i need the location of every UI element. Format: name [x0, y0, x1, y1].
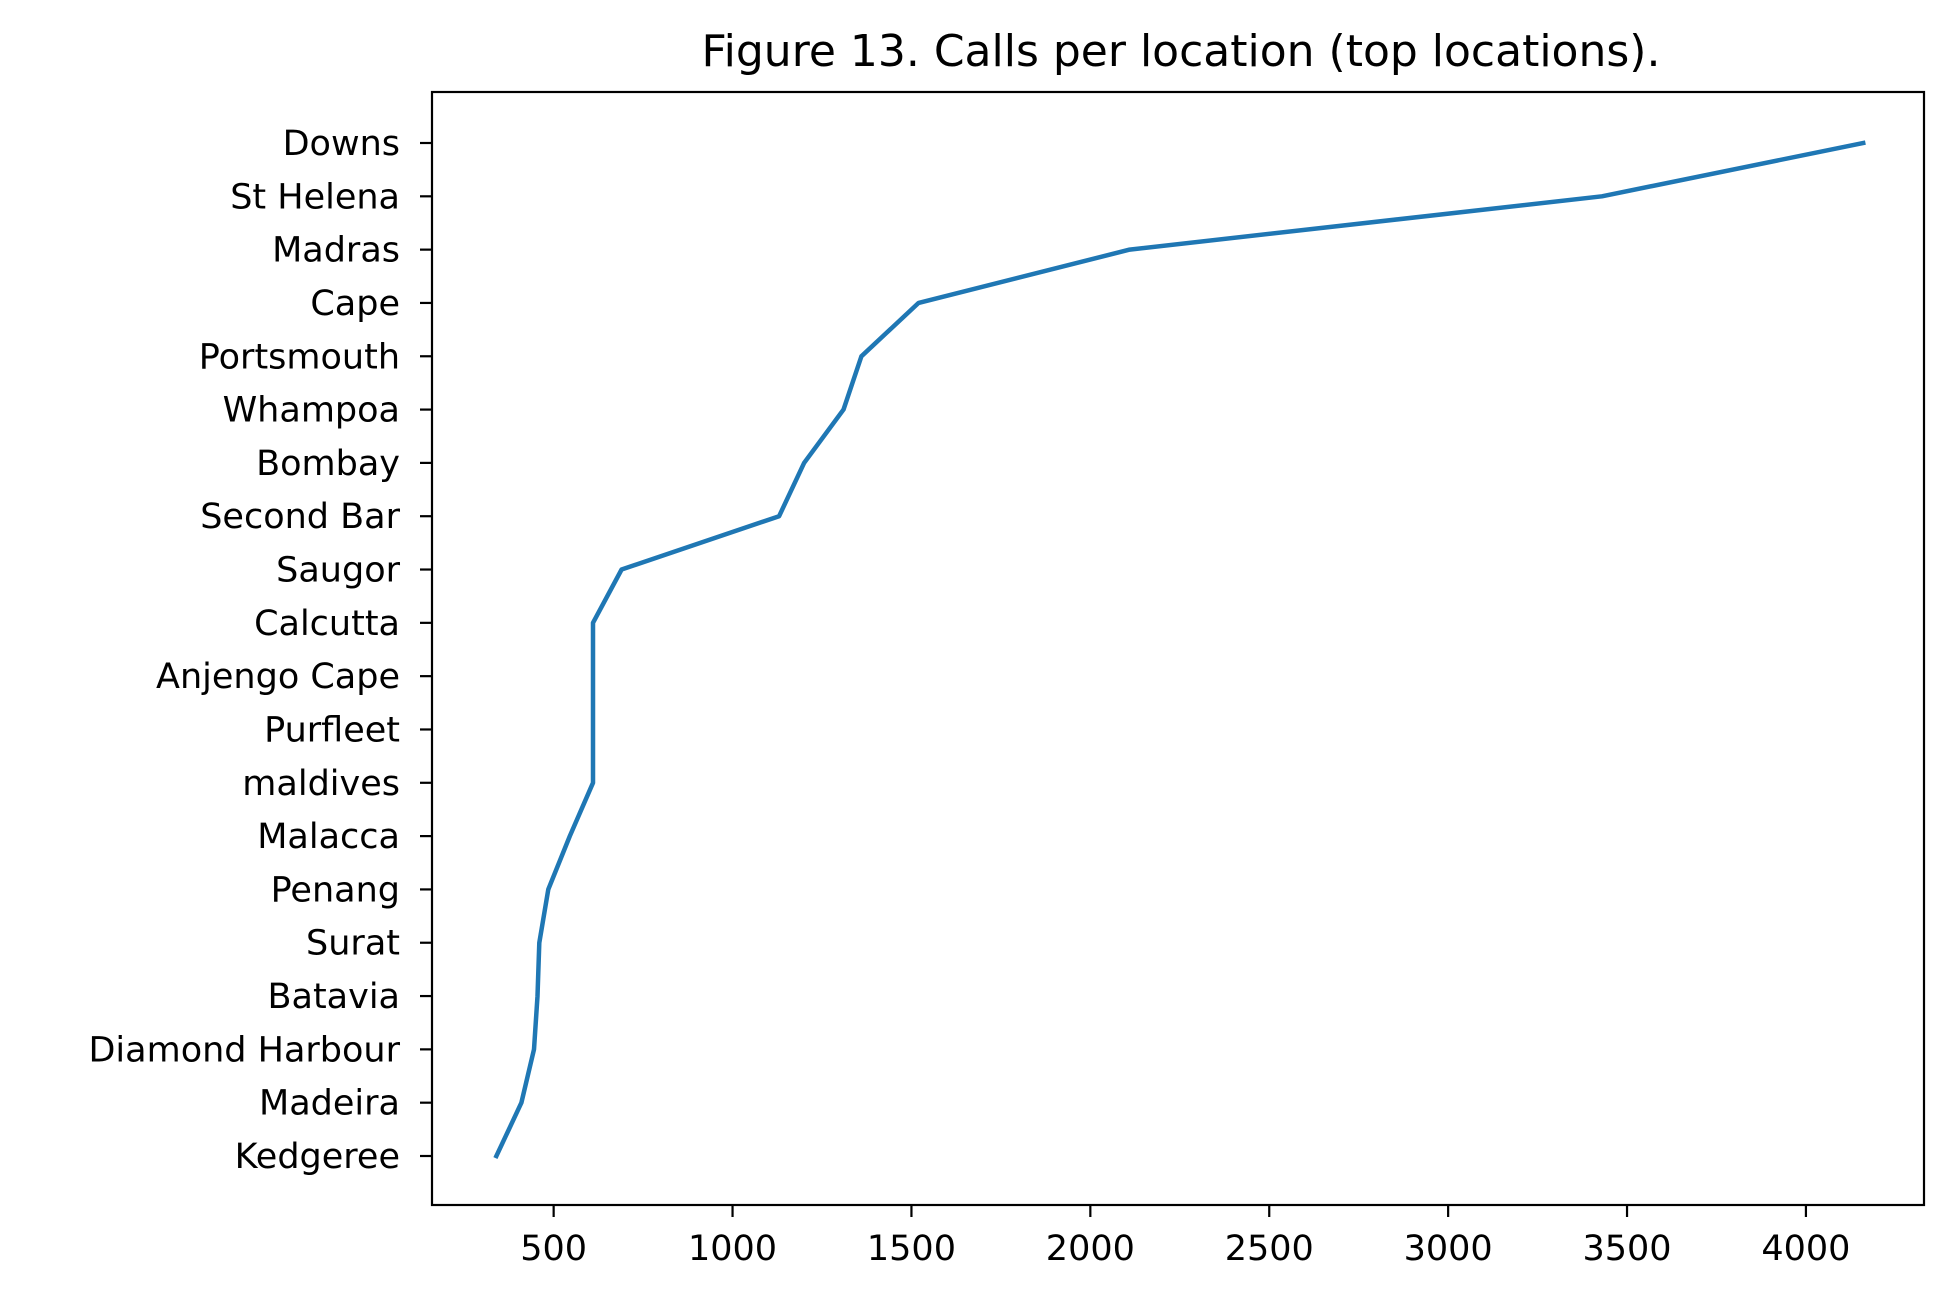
- y-tick-label: Saugor: [276, 551, 400, 591]
- y-tick-label: Madras: [272, 231, 400, 271]
- y-tick-label: Diamond Harbour: [88, 1030, 400, 1070]
- x-tick-label: 2500: [1225, 1229, 1314, 1269]
- y-tick-label: Bombay: [256, 444, 400, 484]
- y-tick-label: Cape: [310, 284, 400, 324]
- y-tick-label: maldives: [242, 764, 400, 804]
- y-axis: Kedgeree Madeira Diamond Harbour Batavia Sur…: [88, 124, 432, 1177]
- y-tick-label: Whampoa: [223, 391, 400, 431]
- x-tick-label: 1500: [867, 1229, 956, 1269]
- y-tick-label: Downs: [283, 124, 400, 164]
- x-tick-label: 4000: [1761, 1229, 1850, 1269]
- y-tick-label: Anjengo Cape: [156, 657, 400, 697]
- y-tick-label: Surat: [306, 924, 400, 964]
- chart-title: Figure 13. Calls per location (top locat…: [702, 26, 1661, 77]
- y-tick-label: Kedgeree: [235, 1137, 400, 1177]
- x-tick-label: 3500: [1582, 1229, 1671, 1269]
- y-tick-label: Purfleet: [264, 710, 400, 750]
- y-tick-label: Malacca: [257, 817, 400, 857]
- series-layer: [493, 140, 1866, 1159]
- y-tick-label: Penang: [271, 870, 400, 910]
- plot-area: [430, 90, 1926, 1207]
- series-line: [493, 140, 1866, 1159]
- x-tick-label: 2000: [1046, 1229, 1135, 1269]
- y-tick-label: Madeira: [259, 1084, 400, 1124]
- y-tick-label: Second Bar: [200, 497, 400, 537]
- x-axis: 500 1000 1500 2000 2500 3000 3500 4000: [520, 1205, 1850, 1269]
- x-tick-label: 1000: [688, 1229, 777, 1269]
- y-tick-label: Portsmouth: [199, 337, 400, 377]
- y-tick-label: Batavia: [267, 977, 400, 1017]
- y-tick-label: St Helena: [230, 177, 400, 217]
- y-tick-label: Calcutta: [254, 604, 400, 644]
- x-tick-label: 500: [520, 1229, 587, 1269]
- x-tick-label: 3000: [1404, 1229, 1493, 1269]
